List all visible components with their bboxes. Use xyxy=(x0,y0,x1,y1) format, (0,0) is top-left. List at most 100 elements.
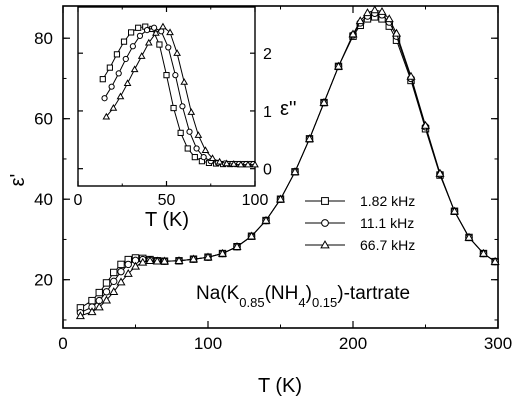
inset-data-point xyxy=(184,145,191,152)
inset-data-point xyxy=(172,72,179,79)
main-data-point xyxy=(116,277,126,286)
inset-data-point xyxy=(215,157,224,165)
annotation-sub2: 4 xyxy=(298,295,305,310)
inset-data-point xyxy=(159,22,167,30)
inset-data-point xyxy=(128,29,135,36)
legend-item: 1.82 kHz xyxy=(305,193,415,209)
inset-data-point xyxy=(102,112,111,120)
main-data-point xyxy=(188,254,199,263)
inset-y-axis-title: ε'' xyxy=(280,98,297,120)
inset-y-tick-label: 2 xyxy=(263,46,272,63)
inset-data-point xyxy=(179,103,186,110)
main-data-point xyxy=(449,206,460,215)
inset-data-point xyxy=(165,44,172,51)
annotation-part-tail: )-tartrate xyxy=(337,283,410,304)
main-data-point xyxy=(232,242,242,250)
inset-data-point xyxy=(163,72,170,79)
inset-data-point xyxy=(108,83,115,90)
main-y-tick-label: 80 xyxy=(34,29,53,48)
annotation-part-main: Na(K xyxy=(196,283,240,304)
main-data-point xyxy=(87,307,97,316)
main-data-point xyxy=(362,8,373,17)
inset-data-point xyxy=(187,108,196,115)
main-data-point xyxy=(275,194,286,203)
main-data-point xyxy=(130,261,141,270)
main-x-tick-label: 0 xyxy=(58,334,67,353)
main-data-point xyxy=(333,61,344,70)
inset-y-tick-label: 1 xyxy=(263,104,272,121)
inset-series-circle xyxy=(101,24,257,168)
main-data-point xyxy=(102,279,111,287)
main-x-tick-label: 200 xyxy=(339,334,367,353)
inset-data-point xyxy=(143,26,151,34)
inset-data-point xyxy=(99,76,106,83)
inset-series-line xyxy=(105,25,255,166)
inset-data-point xyxy=(116,92,125,100)
main-data-point xyxy=(478,248,489,257)
main-data-point xyxy=(217,248,228,257)
main-data-point xyxy=(110,268,118,277)
main-data-point xyxy=(384,14,394,23)
main-x-axis-title: T (K) xyxy=(258,375,302,397)
main-data-point xyxy=(290,167,300,176)
inset-data-point xyxy=(144,38,153,46)
main-series-triangle xyxy=(75,5,500,320)
inset-data-point xyxy=(129,43,136,50)
main-data-point xyxy=(88,296,96,305)
main-data-point xyxy=(420,120,431,129)
main-data-point xyxy=(174,256,184,265)
inset-data-point xyxy=(152,28,160,36)
inset-data-point xyxy=(222,159,231,167)
annotation-sub3: 0.15 xyxy=(312,295,337,310)
inset-data-point xyxy=(194,131,203,138)
inset-data-point xyxy=(208,154,217,162)
main-data-point xyxy=(391,28,402,37)
inset-data-point xyxy=(115,70,122,77)
inset-y-tick-label: 0 xyxy=(263,162,272,179)
main-y-axis-title: ε' xyxy=(7,174,29,187)
main-data-point xyxy=(123,268,133,277)
main-data-point xyxy=(101,295,112,304)
legend-label: 11.1 kHz xyxy=(360,215,414,231)
main-data-point xyxy=(435,168,445,177)
inset-data-point xyxy=(201,146,210,153)
inset-data-point xyxy=(170,104,177,112)
main-data-point xyxy=(75,311,85,320)
main-x-tick-label: 100 xyxy=(194,334,222,353)
legend-item: 66.7 kHz xyxy=(305,237,415,253)
main-data-point xyxy=(94,302,104,311)
main-data-point xyxy=(490,256,500,265)
main-data-point xyxy=(377,6,387,15)
inset-data-point xyxy=(109,104,118,111)
inset-data-point xyxy=(173,49,181,56)
inset-data-point xyxy=(135,24,142,31)
inset-data-point xyxy=(130,65,139,73)
inset-plot-frame xyxy=(77,6,256,187)
inset-data-point xyxy=(200,154,207,161)
main-data-point xyxy=(95,288,103,297)
main-data-point xyxy=(464,232,474,241)
main-data-point xyxy=(102,288,111,296)
inset-data-point xyxy=(151,24,158,31)
main-data-point xyxy=(319,97,329,106)
inset-data-point xyxy=(244,160,252,168)
main-data-point xyxy=(406,71,416,80)
legend-marker xyxy=(321,197,329,205)
inset-series-triangle xyxy=(102,22,259,168)
legend: 1.82 kHz 11.1 kHz 66.7 kHz xyxy=(305,193,415,253)
legend-item: 11.1 kHz xyxy=(305,215,414,231)
inset-x-tick-label: 0 xyxy=(74,192,83,209)
inset-data-point xyxy=(122,55,129,63)
main-data-point xyxy=(152,256,162,265)
inset-x-tick-label: 50 xyxy=(158,192,176,209)
inset-data-point xyxy=(229,160,238,167)
inset-data-point xyxy=(251,160,259,168)
inset-data-point xyxy=(106,64,113,71)
inset-data-point xyxy=(101,95,108,102)
inset-data-point xyxy=(166,28,174,36)
main-y-tick-label: 20 xyxy=(34,271,53,290)
main-data-point xyxy=(124,260,132,269)
main-data-point xyxy=(304,134,315,143)
legend-marker xyxy=(320,240,330,249)
